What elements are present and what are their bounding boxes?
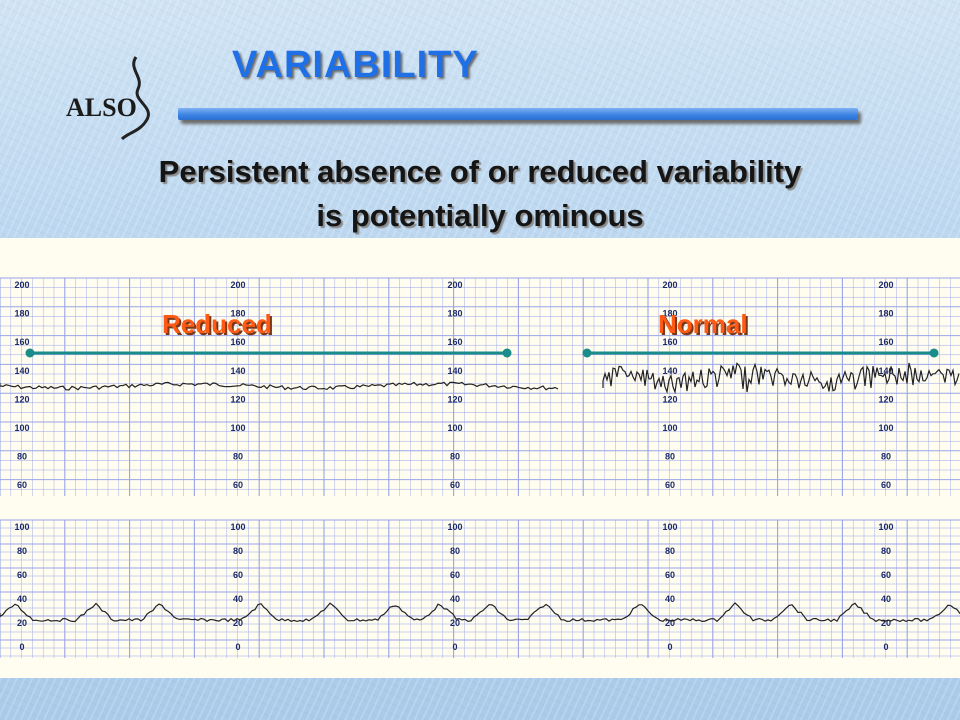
reduced-bracket-start [25,348,35,358]
subtitle-line-1: Persistent absence of or reduced variabi… [158,154,802,189]
uc-scale-label: 20 [17,618,27,628]
fhr-scale-label: 80 [17,452,27,462]
fhr-scale-label: 120 [14,394,29,404]
fhr-scale-label: 200 [662,280,677,290]
fhr-scale-label: 140 [662,366,677,376]
title-underline-bar [178,108,858,120]
fhr-grid [0,277,960,496]
reduced-label-shadow: Reduced [164,311,274,341]
fhr-scale-label: 100 [447,423,462,433]
fhr-scale-label: 60 [17,480,27,490]
uc-scale-label: 40 [17,594,27,604]
uc-scale-label: 20 [881,618,891,628]
uc-scale-label: 0 [19,642,24,652]
uc-scale-label: 20 [233,618,243,628]
fhr-scale-label: 100 [878,423,893,433]
normal-label: Normal [658,309,748,339]
uc-trace [0,602,960,623]
slide-title: VARIABILITY [232,44,479,86]
fhr-scale-label: 80 [450,452,460,462]
uc-scale-label: 20 [450,618,460,628]
fhr-scale-label: 140 [878,366,893,376]
uc-scale-label: 0 [452,642,457,652]
fhr-scale-label: 200 [14,280,29,290]
fhr-scale-label: 140 [447,366,462,376]
fhr-scale-label: 80 [665,452,675,462]
fhr-scale-label: 120 [662,394,677,404]
fhr-scale-labels: 200 200 200 200 200 180 180 180 180 180 160 160 160 1… [14,280,893,490]
uc-scale-label: 100 [878,522,893,532]
uc-scale-label: 100 [447,522,462,532]
uc-scale-label: 40 [881,594,891,604]
normal-label-shadow: Normal [660,311,750,341]
fhr-scale-label: 160 [14,337,29,347]
fetal-monitor-strip: 200 200 200 200 200 180 180 180 180 180 160 160 160 1… [0,238,960,678]
fhr-scale-label: 60 [881,480,891,490]
reduced-bracket-end [502,348,512,358]
uc-scale-label: 60 [233,570,243,580]
fhr-scale-label: 100 [14,423,29,433]
uc-grid [0,519,960,658]
fhr-scale-label: 120 [230,394,245,404]
reduced-label: Reduced [162,309,272,339]
logo-text: ALSO [66,93,137,122]
normal-bracket-end [929,348,939,358]
fhr-scale-label: 160 [230,337,245,347]
fhr-scale-label: 140 [14,366,29,376]
fhr-scale-label: 180 [878,309,893,319]
fhr-scale-label: 180 [230,309,245,319]
fhr-scale-label: 200 [230,280,245,290]
fhr-scale-label: 120 [878,394,893,404]
fhr-scale-label: 100 [230,423,245,433]
fhr-scale-label: 80 [881,452,891,462]
uc-scale-label: 80 [450,546,460,556]
uc-scale-label: 80 [17,546,27,556]
uc-scale-label: 100 [662,522,677,532]
uc-scale-label: 60 [450,570,460,580]
uc-scale-label: 80 [881,546,891,556]
uc-scale-label: 80 [233,546,243,556]
fhr-scale-label: 160 [878,337,893,347]
fhr-scale-label: 180 [447,309,462,319]
fhr-scale-label: 60 [450,480,460,490]
uc-scale-label: 100 [14,522,29,532]
uc-scale-label: 20 [665,618,675,628]
fhr-scale-label: 60 [233,480,243,490]
fhr-scale-label: 180 [662,309,677,319]
fhr-scale-label: 160 [447,337,462,347]
uc-scale-labels: 100 100 100 100 100 80 80 80 80 80 60 60 60 60 60 40 40 4… [14,522,893,652]
fhr-scale-label: 100 [662,423,677,433]
logo-swirl-icon [120,56,150,141]
uc-scale-label: 60 [17,570,27,580]
uc-scale-label: 0 [235,642,240,652]
fhr-scale-label: 200 [447,280,462,290]
also-logo: ALSO [66,55,166,141]
uc-scale-label: 0 [883,642,888,652]
uc-scale-label: 0 [667,642,672,652]
fhr-scale-label: 60 [665,480,675,490]
subtitle-line-2: is potentially ominous [316,198,644,233]
fhr-trace [0,362,960,395]
uc-scale-label: 80 [665,546,675,556]
fhr-scale-label: 140 [230,366,245,376]
fhr-scale-label: 120 [447,394,462,404]
normal-bracket-start [582,348,592,358]
uc-scale-label: 60 [665,570,675,580]
uc-scale-label: 40 [450,594,460,604]
fhr-scale-label: 160 [662,337,677,347]
uc-scale-label: 60 [881,570,891,580]
fhr-scale-label: 80 [233,452,243,462]
uc-scale-label: 40 [665,594,675,604]
uc-scale-label: 100 [230,522,245,532]
uc-scale-label: 40 [233,594,243,604]
fhr-scale-label: 180 [14,309,29,319]
fhr-scale-label: 200 [878,280,893,290]
